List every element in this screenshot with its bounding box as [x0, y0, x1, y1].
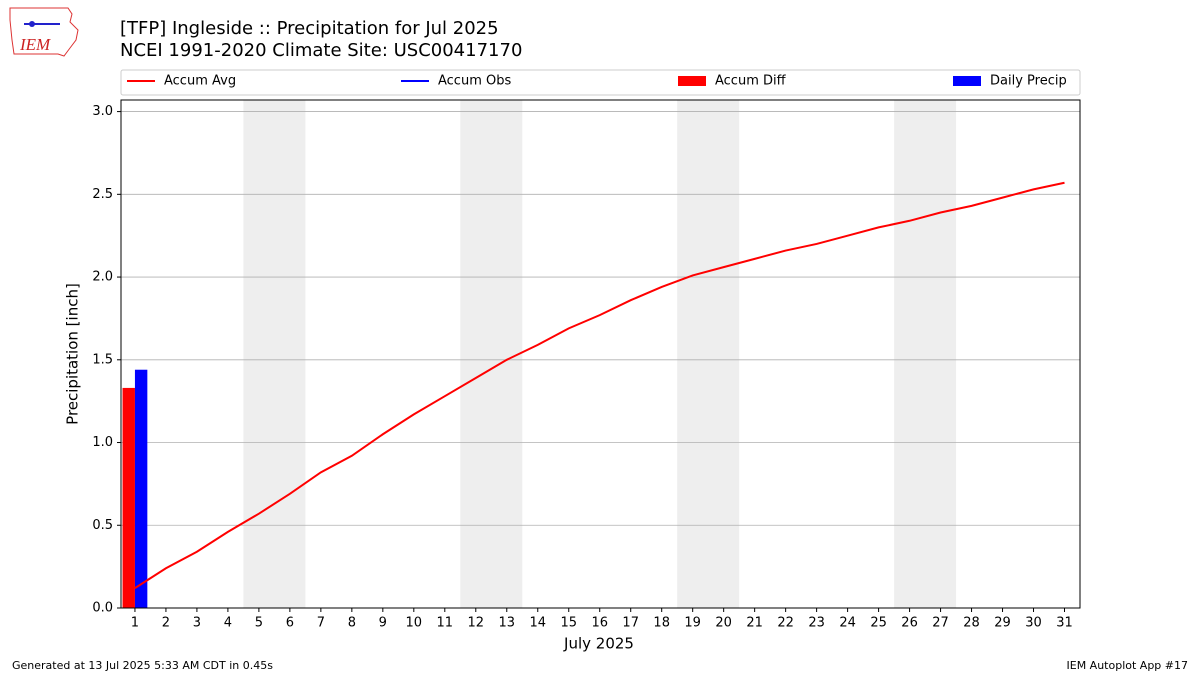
chart-title: [TFP] Ingleside :: Precipitation for Jul…: [120, 18, 499, 39]
x-tick-label: 10: [406, 616, 423, 631]
logo: IEM: [9, 7, 79, 57]
legend-label: Accum Avg: [164, 74, 236, 89]
x-tick-label: 16: [591, 616, 608, 631]
legend-label: Accum Obs: [438, 74, 511, 89]
logo-dot: [29, 21, 35, 27]
x-tick-label: 12: [468, 616, 485, 631]
y-tick-label: 2.0: [92, 270, 113, 285]
weekend-shade: [243, 100, 306, 608]
weekend-shade: [460, 100, 523, 608]
x-tick-label: 29: [994, 616, 1011, 631]
line: [134, 181, 1065, 589]
x-tick-label: 21: [746, 616, 763, 631]
x-tick-label: 27: [932, 616, 949, 631]
logo-outline: [9, 7, 79, 57]
x-tick-label: 31: [1056, 616, 1073, 631]
legend-swatch: [953, 76, 981, 86]
x-tick-label: 14: [529, 616, 546, 631]
x-tick-label: 30: [1025, 616, 1042, 631]
x-tick-label: 17: [622, 616, 639, 631]
chart-subtitle: NCEI 1991-2020 Climate Site: USC00417170: [120, 40, 522, 61]
bar: [122, 387, 135, 608]
legend-label: Accum Diff: [715, 74, 787, 89]
x-tick-label: 26: [901, 616, 918, 631]
x-tick-label: 3: [193, 616, 201, 631]
x-tick-label: 8: [348, 616, 356, 631]
x-tick-label: 19: [684, 616, 701, 631]
logo-text: IEM: [19, 35, 51, 54]
x-tick-label: 9: [379, 616, 387, 631]
x-tick-label: 4: [224, 616, 232, 631]
x-tick-label: 18: [653, 616, 670, 631]
x-tick-label: 6: [286, 616, 294, 631]
x-tick-label: 2: [162, 616, 170, 631]
x-tick-label: 11: [437, 616, 454, 631]
x-tick-label: 1: [131, 616, 139, 631]
footer-right: IEM Autoplot App #17: [1067, 659, 1189, 672]
x-tick-label: 7: [317, 616, 325, 631]
x-tick-label: 22: [777, 616, 794, 631]
legend-swatch: [678, 76, 706, 86]
x-tick-label: 24: [839, 616, 856, 631]
x-tick-label: 20: [715, 616, 732, 631]
y-tick-label: 0.0: [92, 601, 113, 616]
x-tick-label: 13: [498, 616, 515, 631]
x-tick-label: 28: [963, 616, 980, 631]
y-tick-label: 1.5: [92, 352, 113, 367]
legend-label: Daily Precip: [990, 74, 1067, 89]
legend-box: [120, 69, 1081, 96]
y-axis-label: Precipitation [inch]: [64, 283, 82, 425]
x-tick-label: 15: [560, 616, 577, 631]
x-axis-label: July 2025: [563, 635, 634, 653]
y-tick-label: 0.5: [92, 518, 113, 533]
weekend-shade: [894, 100, 957, 608]
y-tick-label: 1.0: [92, 435, 113, 450]
y-tick-label: 3.0: [92, 104, 113, 119]
weekend-shade: [677, 100, 740, 608]
x-tick-label: 5: [255, 616, 263, 631]
x-tick-label: 23: [808, 616, 825, 631]
x-tick-label: 25: [870, 616, 887, 631]
plot-frame: [120, 99, 1081, 609]
bar: [134, 369, 148, 608]
footer-left: Generated at 13 Jul 2025 5:33 AM CDT in …: [12, 659, 273, 672]
y-tick-label: 2.5: [92, 187, 113, 202]
